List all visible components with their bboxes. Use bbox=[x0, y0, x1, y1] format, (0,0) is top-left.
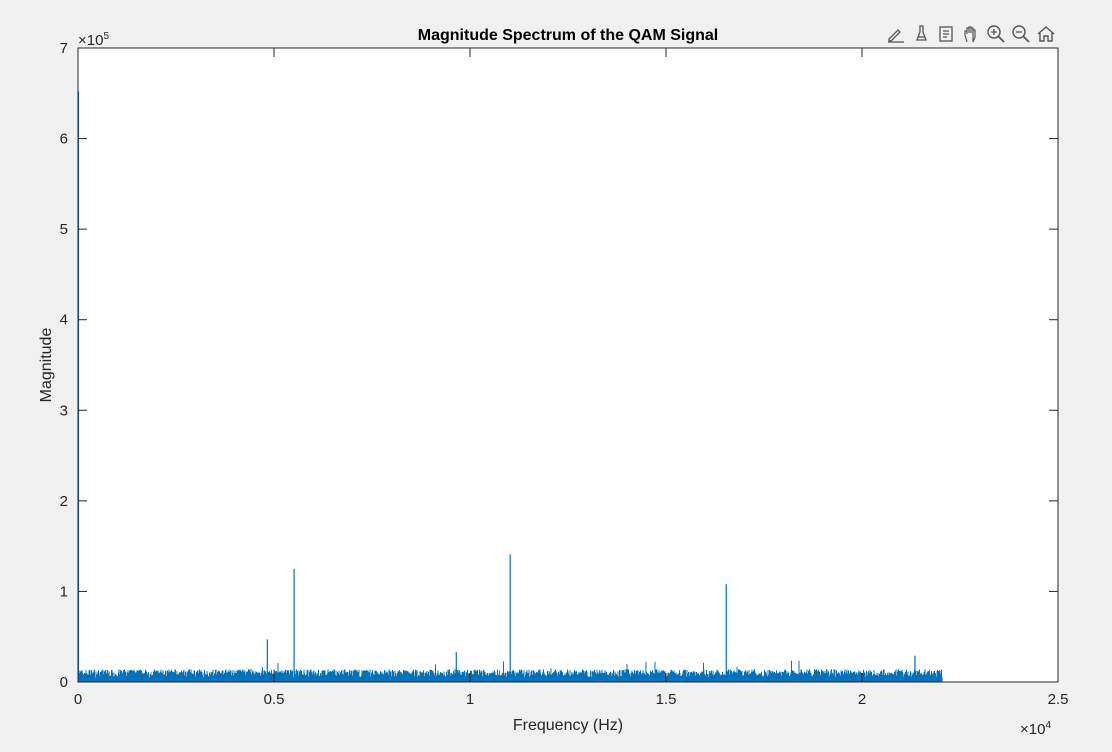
y-tick-label: 1 bbox=[60, 583, 68, 600]
y-axis: 0 1 2 3 4 5 6 7 bbox=[60, 40, 1058, 691]
y-axis-label: Magnitude bbox=[38, 328, 55, 403]
zoom-out-icon[interactable] bbox=[1009, 22, 1032, 45]
brush-icon[interactable] bbox=[909, 22, 932, 45]
y-tick-label: 0 bbox=[60, 674, 68, 691]
axes-toolbar bbox=[884, 22, 1057, 45]
chart-title: Magnitude Spectrum of the QAM Signal bbox=[418, 27, 718, 44]
y-tick-label: 6 bbox=[60, 131, 68, 148]
x-axis: 0 0.5 1 1.5 2 2.5 bbox=[74, 48, 1069, 708]
x-tick-label: 2.5 bbox=[1048, 691, 1069, 708]
x-axis-label: Frequency (Hz) bbox=[513, 717, 623, 734]
x-tick-label: 2 bbox=[858, 691, 866, 708]
y-exponent-label: ×105 bbox=[78, 31, 109, 49]
x-tick-label: 0.5 bbox=[264, 691, 285, 708]
axes-box bbox=[77, 47, 1059, 683]
y-tick-label: 2 bbox=[60, 493, 68, 510]
zoom-in-icon[interactable] bbox=[984, 22, 1007, 45]
x-tick-label: 1 bbox=[466, 691, 474, 708]
x-exponent-label: ×104 bbox=[1020, 720, 1051, 738]
y-tick-label: 7 bbox=[60, 40, 68, 57]
y-tick-label: 5 bbox=[60, 221, 68, 238]
home-icon[interactable] bbox=[1034, 22, 1057, 45]
x-tick-label: 0 bbox=[74, 691, 82, 708]
data-tips-icon[interactable] bbox=[934, 22, 957, 45]
plot-area[interactable] bbox=[78, 48, 1058, 682]
pan-icon[interactable] bbox=[959, 22, 982, 45]
y-tick-label: 3 bbox=[60, 402, 68, 419]
edit-plot-icon[interactable] bbox=[884, 22, 907, 45]
y-tick-label: 4 bbox=[60, 312, 68, 329]
x-tick-label: 1.5 bbox=[656, 691, 677, 708]
